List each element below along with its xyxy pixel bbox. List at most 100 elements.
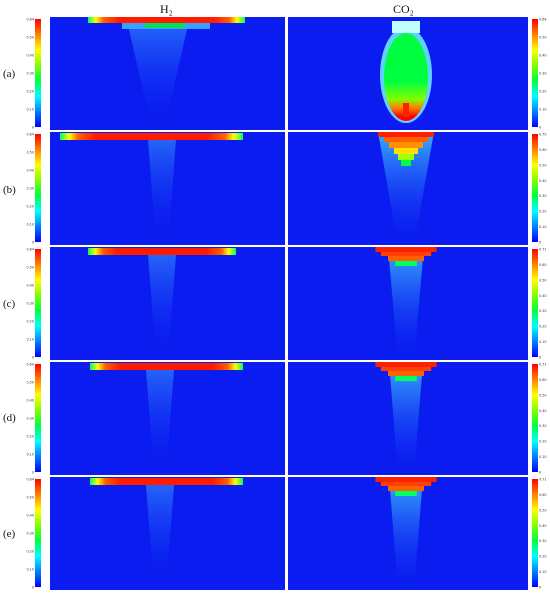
colorbar-tick-label: 0.60 bbox=[539, 378, 547, 382]
colorbar-tick-label: 0.20 bbox=[539, 555, 547, 559]
colorbar-tick-label: 0.10 bbox=[26, 568, 34, 572]
colorbar-tick-label: 0 bbox=[32, 126, 34, 130]
h2-plume bbox=[128, 25, 188, 130]
colorbar-tick-label: 0.30 bbox=[26, 187, 34, 191]
co2-bubble bbox=[384, 33, 428, 121]
colorbar-tick-label: 0.40 bbox=[539, 54, 547, 58]
co2-colorbar-b: 0.70 0.60 0.50 0.40 0.30 0.20 0.10 0 bbox=[532, 133, 547, 245]
colorbar-tick-label: 0.50 bbox=[539, 163, 547, 167]
colorbar-tick-label: 0.20 bbox=[539, 90, 547, 94]
co2-panel-b bbox=[288, 132, 528, 245]
co2-plume bbox=[378, 132, 434, 245]
h2-panel-a bbox=[50, 17, 285, 130]
h2-colorbar-d: 0.64 0.50 0.40 0.30 0.20 0.10 0 bbox=[26, 363, 41, 475]
co2-cap-layer bbox=[375, 362, 437, 367]
colorbar-tick-label: 0.40 bbox=[26, 399, 34, 403]
colorbar-tick-label: 0.10 bbox=[539, 108, 547, 112]
co2-panel-e bbox=[288, 477, 528, 590]
co2-bubble-core bbox=[403, 103, 409, 117]
h2-surface-layer bbox=[88, 17, 245, 23]
colorbar-tick-label: 0.40 bbox=[26, 284, 34, 288]
h2-surface-layer bbox=[60, 133, 243, 140]
co2-cap-layer bbox=[380, 367, 432, 371]
co2-cap-layer bbox=[401, 160, 411, 166]
h2-colorbar-c: 0.64 0.50 0.40 0.30 0.20 0.10 0 bbox=[26, 248, 41, 360]
h2-panel-e bbox=[50, 477, 285, 590]
h2-plume bbox=[146, 485, 174, 590]
colorbar-tick-label: 0.30 bbox=[539, 72, 547, 76]
colorbar-tick-label: 0.30 bbox=[26, 302, 34, 306]
colorbar-gradient bbox=[35, 134, 41, 242]
colorbar-tick-label: 0 bbox=[539, 356, 541, 360]
colorbar-gradient bbox=[35, 364, 41, 472]
co2-panel-c bbox=[288, 247, 528, 360]
colorbar-tick-label: 0.70 bbox=[539, 133, 547, 137]
colorbar-tick-label: 0 bbox=[32, 356, 34, 360]
colorbar-tick-label: 0.50 bbox=[539, 278, 547, 282]
co2-cap-layer bbox=[395, 491, 417, 496]
co2-colorbar-c: 0.71 0.60 0.50 0.40 0.30 0.20 0.10 0 bbox=[532, 248, 547, 360]
row-label-b: (b) bbox=[3, 184, 16, 196]
co2-cap-layer bbox=[384, 137, 428, 142]
colorbar-tick-label: 0.40 bbox=[539, 179, 547, 183]
colorbar-tick-label: 0.64 bbox=[26, 363, 34, 367]
colorbar-tick-label: 0.10 bbox=[539, 340, 547, 344]
co2-plume bbox=[389, 362, 423, 475]
column-title-co2: CO₂ bbox=[393, 2, 414, 16]
co2-cap-layer bbox=[395, 376, 417, 381]
colorbar-tick-label: 0.30 bbox=[26, 417, 34, 421]
colorbar-tick-label: 0.50 bbox=[26, 496, 34, 500]
colorbar-tick-label: 0.60 bbox=[539, 493, 547, 497]
colorbar-tick-label: 0.10 bbox=[26, 453, 34, 457]
colorbar-tick-label: 0.10 bbox=[26, 108, 34, 112]
colorbar-tick-label: 0.30 bbox=[539, 539, 547, 543]
colorbar-tick-label: 0.71 bbox=[539, 248, 547, 252]
co2-cap-layer bbox=[394, 148, 418, 154]
colorbar-tick-label: 0.50 bbox=[26, 266, 34, 270]
co2-cap-layer bbox=[375, 477, 437, 482]
co2-bubble-top bbox=[392, 21, 420, 33]
co2-cap-layer bbox=[380, 252, 432, 256]
co2-colorbar-a: 0.64 0.50 0.40 0.30 0.20 0.10 0 bbox=[532, 18, 547, 130]
colorbar-tick-label: 0.20 bbox=[26, 90, 34, 94]
colorbar-tick-label: 0.20 bbox=[26, 205, 34, 209]
colorbar-gradient bbox=[35, 19, 41, 127]
h2-plume bbox=[146, 370, 174, 475]
row-label-c: (c) bbox=[3, 298, 16, 310]
colorbar-tick-label: 0 bbox=[539, 471, 541, 475]
colorbar-tick-label: 0.40 bbox=[539, 294, 547, 298]
colorbar-gradient bbox=[35, 249, 41, 357]
colorbar-tick-label: 0.64 bbox=[26, 133, 34, 137]
co2-cap-layer bbox=[395, 261, 417, 266]
colorbar-gradient bbox=[532, 479, 538, 587]
colorbar-gradient bbox=[532, 364, 538, 472]
colorbar-tick-label: 0.10 bbox=[539, 225, 547, 229]
colorbar-tick-label: 0.40 bbox=[26, 514, 34, 518]
colorbar-tick-label: 0.50 bbox=[539, 36, 547, 40]
h2-surface-layer bbox=[90, 478, 243, 485]
co2-cap-layer bbox=[388, 486, 424, 491]
colorbar-tick-label: 0 bbox=[539, 126, 541, 130]
colorbar-tick-label: 0.20 bbox=[539, 210, 547, 214]
colorbar-tick-label: 0.30 bbox=[26, 72, 34, 76]
colorbar-tick-label: 0.30 bbox=[26, 532, 34, 536]
colorbar-tick-label: 0.64 bbox=[26, 18, 34, 22]
h2-colorbar-a: 0.64 0.50 0.40 0.30 0.20 0.10 0 bbox=[26, 18, 41, 130]
h2-surface-layer bbox=[88, 248, 236, 255]
colorbar-tick-label: 0 bbox=[32, 241, 34, 245]
colorbar-tick-label: 0.71 bbox=[539, 363, 547, 367]
h2-colorbar-e: 0.64 0.50 0.40 0.30 0.20 0.10 0 bbox=[26, 478, 41, 590]
h2-panel-b bbox=[50, 132, 285, 245]
colorbar-tick-label: 0.20 bbox=[26, 435, 34, 439]
colorbar-tick-label: 0 bbox=[539, 586, 541, 590]
colorbar-tick-label: 0.20 bbox=[539, 325, 547, 329]
colorbar-tick-label: 0.40 bbox=[539, 524, 547, 528]
colorbar-gradient bbox=[532, 134, 538, 242]
co2-cap-layer bbox=[378, 132, 434, 137]
colorbar-gradient bbox=[532, 249, 538, 357]
colorbar-tick-label: 0.64 bbox=[539, 18, 547, 22]
colorbar-tick-label: 0.10 bbox=[26, 338, 34, 342]
colorbar-tick-label: 0.60 bbox=[539, 148, 547, 152]
co2-colorbar-e: 0.71 0.60 0.50 0.40 0.30 0.20 0.10 0 bbox=[532, 478, 547, 590]
colorbar-tick-label: 0 bbox=[32, 586, 34, 590]
